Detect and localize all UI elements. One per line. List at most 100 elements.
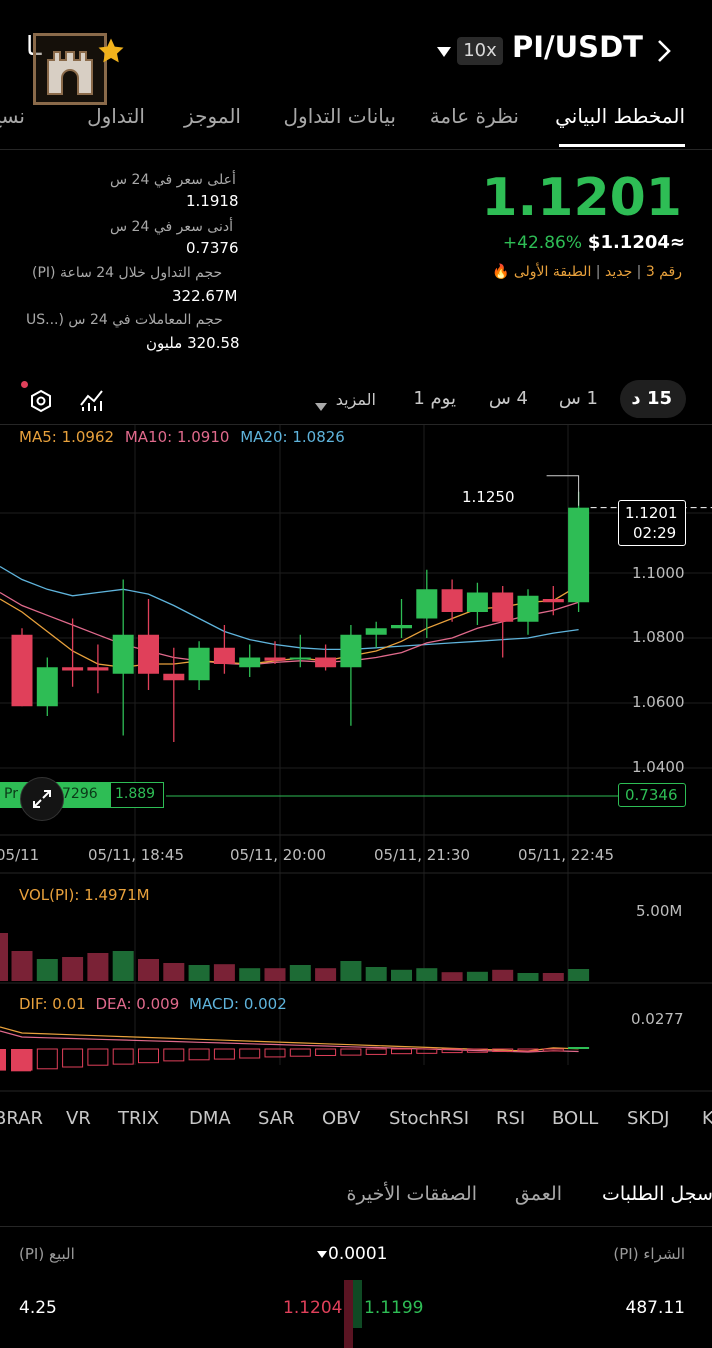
interval-1d[interactable]: يوم 1 xyxy=(413,388,456,409)
buy-quantity: 487.11 xyxy=(625,1298,685,1318)
volume-bar xyxy=(0,933,8,981)
volume-bar xyxy=(62,957,84,981)
notification-dot xyxy=(21,381,28,388)
favorite-star-icon[interactable] xyxy=(96,36,126,66)
macd-hist-bar xyxy=(441,1048,463,1054)
macd-hist-bar xyxy=(517,1048,539,1052)
volume-bar xyxy=(11,951,33,981)
candle-body xyxy=(112,634,134,674)
macd-hist-bar xyxy=(62,1048,84,1068)
chart-area[interactable] xyxy=(0,424,712,1124)
stat-high-label: أعلى سعر في 24 س xyxy=(110,172,236,188)
current-price-countdown: 02:29 xyxy=(633,524,677,542)
candle-body xyxy=(365,628,387,635)
depth-bar-buy xyxy=(353,1280,362,1328)
expand-chart-button[interactable] xyxy=(20,777,64,821)
indicator-boll[interactable]: BOLL xyxy=(552,1108,599,1129)
tab-trading-data[interactable]: بيانات التداول xyxy=(283,104,396,128)
tab-copy[interactable]: نسخ xyxy=(0,104,25,128)
interval-15m[interactable]: 15 د xyxy=(631,388,672,409)
stat-low-value: 0.7376 xyxy=(186,239,239,257)
orderbook-divider xyxy=(0,1226,712,1227)
volume-bar xyxy=(138,959,159,981)
indicator-skdj[interactable]: SKDJ xyxy=(627,1108,670,1129)
candle-body xyxy=(492,592,514,622)
stat-turnover-label: حجم المعاملات في 24 س (...US xyxy=(26,312,223,328)
candle-body xyxy=(163,673,185,681)
position-tag-prefix: Pr xyxy=(4,786,18,802)
macd-legend: DIF: 0.01 DEA: 0.009 MACD: 0.002 xyxy=(19,995,287,1013)
macd-hist-bar xyxy=(163,1048,185,1062)
dropdown-arrow-icon[interactable] xyxy=(436,43,452,57)
last-price: 1.1201 xyxy=(481,168,682,228)
candle-body xyxy=(36,667,58,707)
candle-body xyxy=(568,507,590,603)
macd-axis-label: 0.0277 xyxy=(631,1010,684,1028)
sell-header: البيع (PI) xyxy=(19,1245,75,1263)
volume-bar xyxy=(112,951,134,981)
pair-title[interactable]: PI/USDT xyxy=(512,30,643,64)
macd-hist-bar xyxy=(138,1048,159,1064)
indicator-vr[interactable]: VR xyxy=(66,1108,91,1129)
change-percent: +42.86% xyxy=(502,233,582,253)
indicator-rsi[interactable]: RSI xyxy=(496,1108,526,1129)
indicator-trix[interactable]: TRIX xyxy=(118,1108,160,1129)
ma-legend: MA5: 1.0962 MA10: 1.0910 MA20: 1.0826 xyxy=(19,428,345,446)
volume-bar xyxy=(365,967,387,981)
precision-select[interactable]: 0.0001 xyxy=(316,1244,396,1266)
interval-4h[interactable]: 4 س xyxy=(488,388,528,409)
macd-hist-bar xyxy=(112,1048,134,1065)
tab-depth[interactable]: العمق xyxy=(514,1183,562,1205)
candle-body xyxy=(62,667,84,671)
tab-orderbook[interactable]: سجل الطلبات xyxy=(602,1183,712,1205)
volume-axis-label: 5.00M xyxy=(636,902,683,920)
macd-hist-bar xyxy=(542,1048,564,1052)
candle-body xyxy=(391,625,412,629)
tab-recent-trades[interactable]: الصفقات الأخيرة xyxy=(346,1183,477,1205)
min-price-tag-value: 0.7346 xyxy=(625,786,678,804)
current-price-tag[interactable]: 1.1201 02:29 xyxy=(618,500,686,546)
y-tick: 1.0400 xyxy=(632,758,685,776)
interval-1h[interactable]: 1 س xyxy=(558,388,598,409)
max-callout-line xyxy=(546,475,580,506)
more-dropdown-icon[interactable] xyxy=(314,397,328,411)
ma5-label: MA5: 1.0962 xyxy=(19,428,115,446)
candle-body xyxy=(188,647,210,681)
x-tick: 05/11, 18:45 xyxy=(88,846,184,864)
candlestick-chart[interactable] xyxy=(0,425,712,1125)
indicator-dma[interactable]: DMA xyxy=(189,1108,231,1129)
indicator-sar[interactable]: SAR xyxy=(258,1108,295,1129)
hexagon-settings-icon xyxy=(31,389,51,413)
tab-feed[interactable]: الموجز xyxy=(184,104,241,128)
volume-bar xyxy=(315,968,337,981)
indicator-obv[interactable]: OBV xyxy=(322,1108,361,1129)
min-price-tag: 0.7346 xyxy=(618,783,686,807)
indicator-k[interactable]: K xyxy=(702,1108,712,1129)
volume-bar xyxy=(517,973,539,981)
interval-more[interactable]: المزيد xyxy=(335,390,376,409)
chevron-right-icon[interactable] xyxy=(654,38,674,64)
indicator-stochrsi[interactable]: StochRSI xyxy=(389,1108,470,1129)
ma20-line xyxy=(0,565,579,651)
orderbook-row[interactable]: 4.25 1.1204 1.1199 487.11 xyxy=(0,1292,712,1322)
macd-hist-bar xyxy=(213,1048,235,1060)
ma5-line xyxy=(0,584,579,668)
chart-type-icon[interactable] xyxy=(78,387,106,413)
new-tag: جديد xyxy=(604,264,633,280)
dea-label: DEA: 0.009 xyxy=(95,995,180,1013)
tab-chart[interactable]: المخطط البياني xyxy=(555,104,685,128)
indicator-settings[interactable] xyxy=(18,378,60,420)
precision-dropdown-icon xyxy=(317,1251,327,1258)
candle-body xyxy=(264,657,286,661)
tab-overview[interactable]: نظرة عامة xyxy=(429,104,519,128)
tab-trade[interactable]: التداول xyxy=(87,104,145,128)
precision-value: 0.0001 xyxy=(328,1244,388,1264)
position-tag-text: 7296 xyxy=(62,786,98,802)
sell-price: 1.1204 xyxy=(283,1298,343,1318)
volume-bar xyxy=(340,961,362,981)
macd-hist-bar xyxy=(466,1048,488,1053)
stat-volume-label: حجم التداول خلال 24 ساعة (PI) xyxy=(32,265,223,281)
indicator-brar[interactable]: BRAR xyxy=(0,1108,43,1129)
leverage-badge[interactable]: 10x xyxy=(457,37,503,65)
macd-hist-bar xyxy=(0,1049,6,1071)
